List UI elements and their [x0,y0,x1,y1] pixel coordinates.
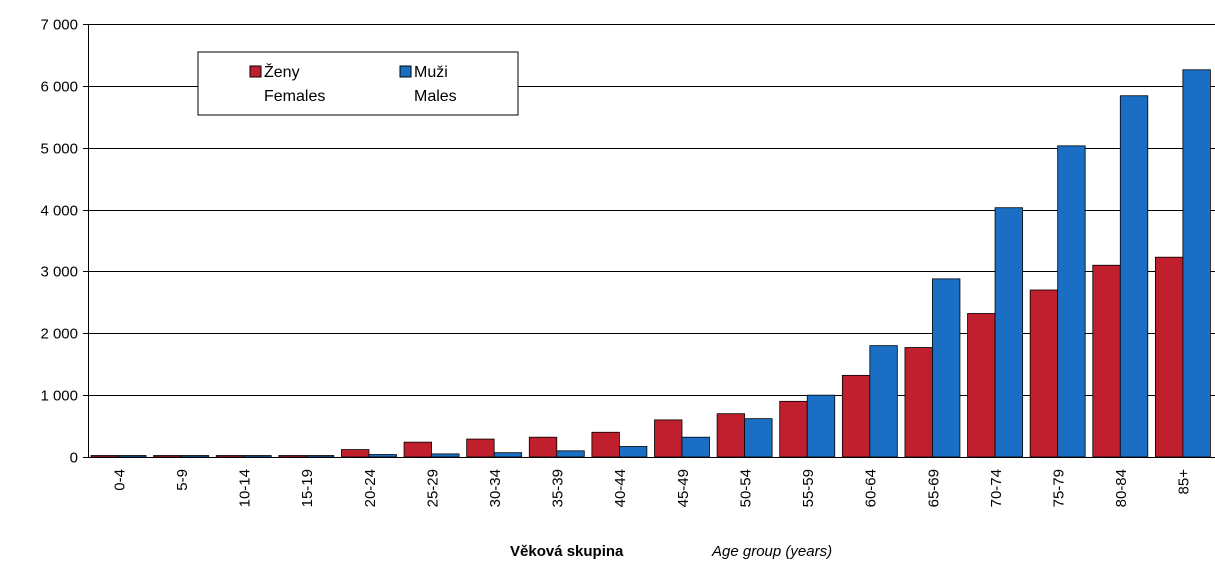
bar-females [278,455,307,458]
x-tick-label: 40-44 [612,469,629,507]
x-tick-label: 45-49 [675,469,692,507]
y-axis: 0 1 000 2 000 3 000 4 000 5 000 6 000 7 000 [40,17,89,467]
bar-males [618,446,648,458]
bar-males [118,455,147,458]
x-axis-title-cz: Věková skupina [510,543,624,560]
bar-females [1029,289,1059,458]
bar-males [431,453,460,458]
x-tick-label: 50-54 [737,469,754,507]
legend-label-males-cz: Muži [414,64,448,81]
bar-males [493,452,523,458]
bar-females [716,413,746,458]
x-tick-label: 70-74 [988,469,1005,507]
bar-males [243,455,272,458]
bar-males [806,394,836,458]
bar-females [528,436,558,458]
x-axis-title: Věková skupina Age group (years) [510,543,832,560]
x-tick-label: 80-84 [1113,469,1130,507]
bar-females [1154,256,1184,458]
bar-females [654,419,683,458]
y-tick-label: 6 000 [40,79,78,96]
y-tick-label: 2 000 [40,326,78,343]
legend-label-females-cz: Ženy [264,62,300,81]
bar-females [591,431,620,458]
bar-males [1057,145,1086,458]
bar-females [779,400,808,458]
x-tick-label: 55-59 [800,469,817,507]
x-tick-label: 15-19 [299,469,316,507]
bar-males [932,278,961,458]
legend-box [197,51,519,116]
x-tick-label: 10-14 [237,469,254,507]
bar-females [841,374,871,458]
x-tick-label: 75-79 [1050,469,1067,507]
bar-males [681,436,710,458]
bar-males [368,454,397,458]
y-tick-label: 7 000 [40,17,78,34]
bar-males [305,455,335,458]
legend: Ženy Females Muži Males [197,51,519,116]
x-axis-title-en: Age group (years) [711,543,832,560]
legend-swatch-males [399,65,412,78]
x-axis: 0-4 5-9 10-14 15-19 20-24 25-29 30-34 35-39 40-4… [88,457,1215,507]
bar-males [744,418,773,458]
x-tick-label: 25-29 [424,469,441,507]
bar-males [994,207,1023,458]
bar-males [180,455,210,458]
bar-females [904,347,933,458]
bars [90,69,1211,458]
bar-females [153,455,182,458]
bar-females [403,441,432,458]
bar-females [90,455,119,458]
bar-males [1182,69,1211,458]
x-tick-label: 65-69 [925,469,942,507]
legend-label-females-en: Females [264,88,325,105]
legend-label-males-en: Males [414,88,457,105]
bar-females [466,438,495,458]
y-tick-label: 5 000 [40,141,78,158]
bar-females [1092,264,1121,458]
y-tick-label: 0 [70,450,78,467]
x-tick-label: 30-34 [487,469,504,507]
x-tick-label: 5-9 [174,469,191,491]
y-tick-label: 3 000 [40,264,78,281]
x-tick-label: 60-64 [863,469,880,507]
legend-swatch-females [249,65,262,78]
bar-females [967,313,996,458]
x-tick-label: 85+ [1176,469,1193,495]
bar-females [215,455,245,458]
bar-males [1119,95,1149,458]
x-tick-label: 20-24 [362,469,379,507]
y-tick-label: 4 000 [40,203,78,220]
x-tick-label: 35-39 [550,469,567,507]
x-tick-label: 0-4 [111,469,128,491]
bar-males [869,345,898,458]
bar-females [341,449,370,458]
y-tick-label: 1 000 [40,388,78,405]
bar-males [556,450,585,458]
